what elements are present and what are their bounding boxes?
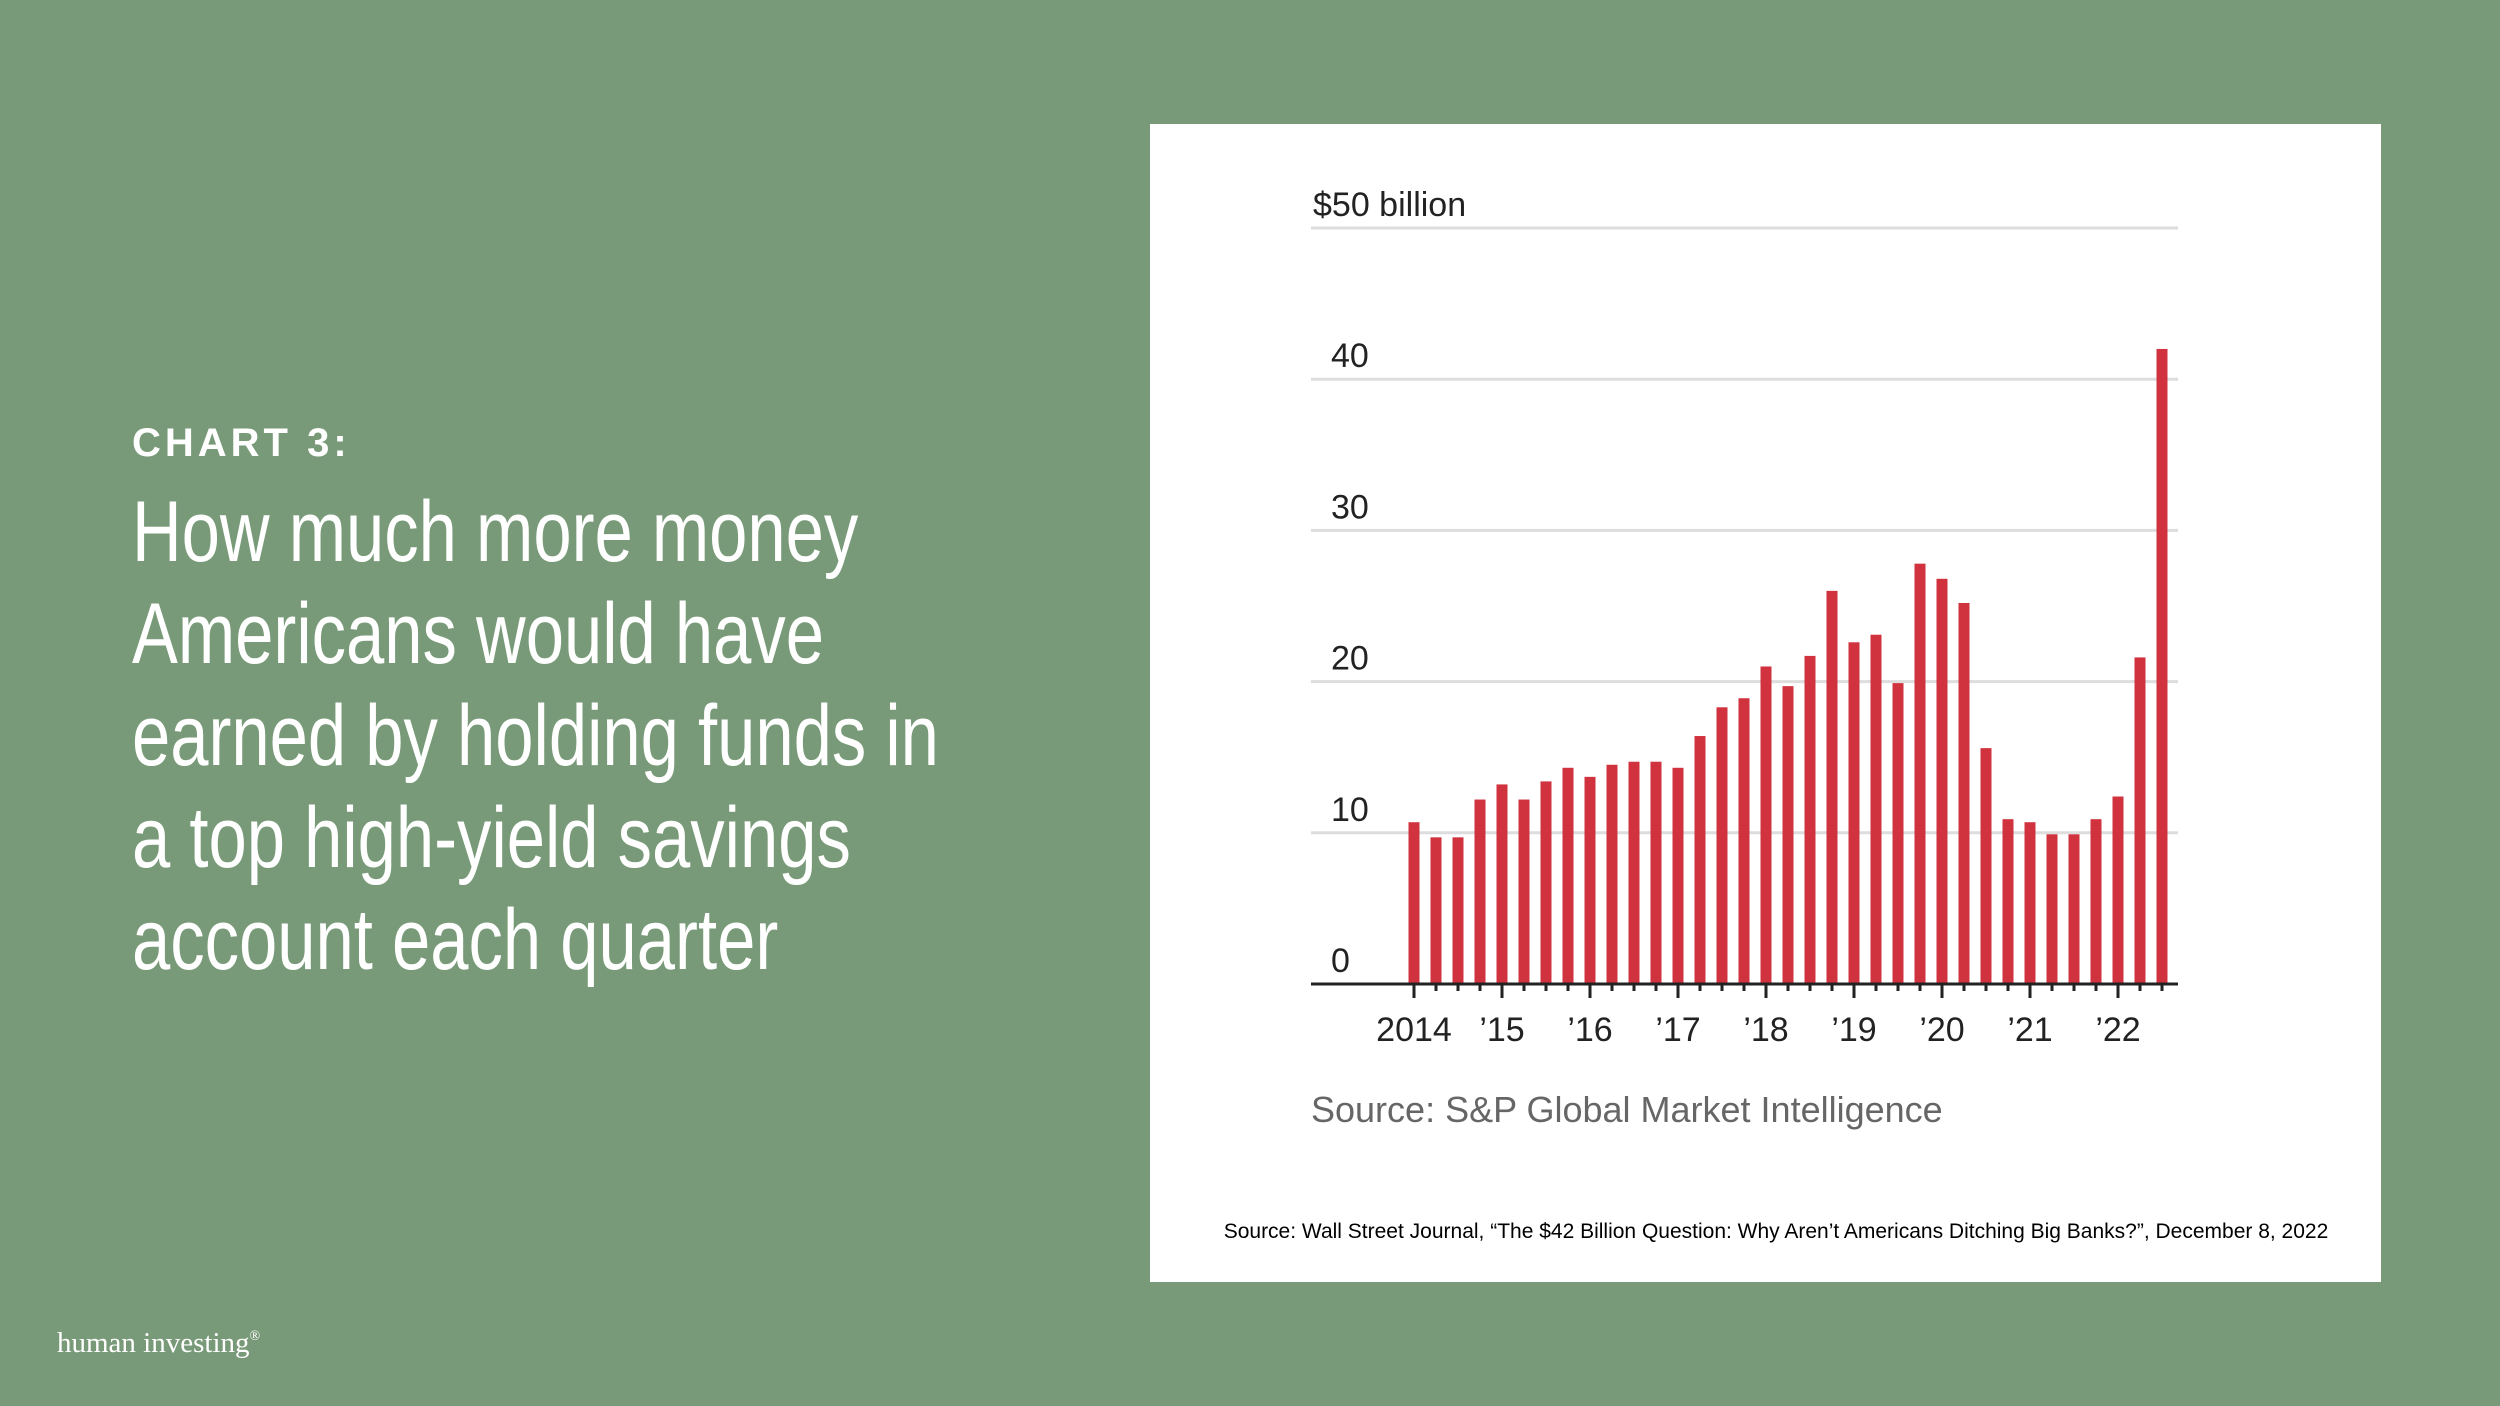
bar xyxy=(2112,796,2124,984)
bar xyxy=(2090,819,2102,984)
x-tick-label: ’21 xyxy=(2007,1011,2052,1049)
bar xyxy=(1738,698,1750,984)
x-tick-label: ’22 xyxy=(2095,1011,2140,1049)
bar xyxy=(1584,776,1596,984)
bar xyxy=(1408,822,1420,984)
y-tick-label: 40 xyxy=(1331,337,1369,375)
y-tick-label: 20 xyxy=(1331,640,1369,678)
x-tick-label: ’18 xyxy=(1743,1011,1788,1049)
footnote: Source: Wall Street Journal, “The $42 Bi… xyxy=(1224,1220,2329,1243)
bar xyxy=(1914,563,1926,984)
y-tick-label: 10 xyxy=(1331,791,1369,829)
headline-line: earned by holding funds in xyxy=(132,688,939,784)
headline-line: Americans would have xyxy=(132,586,824,682)
chart: 0 10 20 30 40 $50 billion 2014 ’15 ’16 ’17 ’18 ’19 ’… xyxy=(1311,186,2178,1049)
bar xyxy=(1936,578,1948,984)
bar xyxy=(1826,590,1838,984)
bar xyxy=(1562,767,1574,984)
bar xyxy=(2046,834,2058,984)
bar xyxy=(1474,799,1486,984)
bar xyxy=(1430,837,1442,984)
bar xyxy=(2134,657,2146,984)
bar xyxy=(1650,761,1662,984)
bar xyxy=(1540,781,1552,984)
x-tick-label: 2014 xyxy=(1376,1011,1452,1049)
bar xyxy=(1848,642,1860,984)
brand-mark: ® xyxy=(250,1329,261,1344)
x-tick-label: ’15 xyxy=(1479,1011,1524,1049)
bar xyxy=(1694,736,1706,984)
headline-line: a top high-yield savings xyxy=(132,790,851,886)
eyebrow: CHART 3: xyxy=(132,421,351,465)
x-tick-label: ’19 xyxy=(1831,1011,1876,1049)
bar xyxy=(1980,748,1992,984)
x-tick-label: ’20 xyxy=(1919,1011,1964,1049)
bar xyxy=(1760,666,1772,984)
x-tick-label: ’17 xyxy=(1655,1011,1700,1049)
bar xyxy=(1452,837,1464,984)
bar xyxy=(2002,819,2014,984)
bar xyxy=(2156,348,2168,985)
bar xyxy=(1518,799,1530,984)
bar xyxy=(1782,686,1794,984)
x-tick-label: ’16 xyxy=(1567,1011,1612,1049)
bar xyxy=(1628,761,1640,984)
brand: human investing® xyxy=(57,1327,261,1359)
bar xyxy=(2068,834,2080,984)
brand-name: human investing xyxy=(57,1327,250,1359)
bar xyxy=(1870,634,1882,984)
y-tick-label: 30 xyxy=(1331,488,1369,526)
bar xyxy=(1496,784,1508,984)
headline-line: How much more money xyxy=(132,484,858,580)
bar xyxy=(1672,767,1684,984)
y-tick-label: $50 billion xyxy=(1313,186,1466,224)
bar xyxy=(1804,655,1816,984)
headline-line: account each quarter xyxy=(132,892,778,988)
bar xyxy=(1958,602,1970,984)
chart-source: Source: S&P Global Market Intelligence xyxy=(1311,1089,1943,1130)
y-tick-label: 0 xyxy=(1331,942,1350,980)
bar xyxy=(2024,822,2036,984)
bar xyxy=(1892,683,1904,984)
bar xyxy=(1716,707,1728,984)
bar xyxy=(1606,764,1618,984)
